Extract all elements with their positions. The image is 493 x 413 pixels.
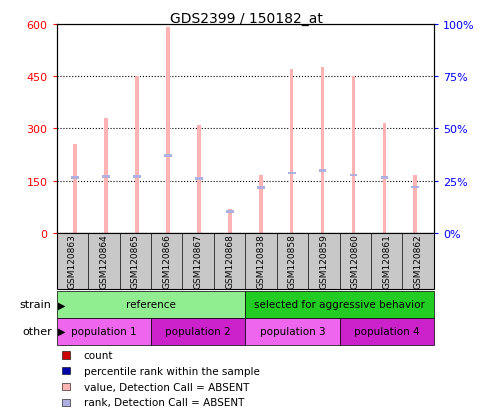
- Bar: [352, 77, 355, 233]
- Bar: [259, 176, 263, 233]
- Bar: [197, 126, 201, 233]
- Bar: [257, 187, 265, 190]
- Bar: [102, 176, 110, 178]
- Text: GSM120859: GSM120859: [319, 234, 328, 289]
- Text: value, Detection Call = ABSENT: value, Detection Call = ABSENT: [84, 382, 249, 392]
- Text: rank, Detection Call = ABSENT: rank, Detection Call = ABSENT: [84, 397, 244, 407]
- Text: population 3: population 3: [260, 326, 325, 337]
- Bar: [195, 177, 203, 180]
- Text: GDS2399 / 150182_at: GDS2399 / 150182_at: [170, 12, 323, 26]
- Bar: [412, 186, 419, 189]
- Text: population 4: population 4: [354, 326, 420, 337]
- Bar: [164, 154, 172, 157]
- Text: GSM120860: GSM120860: [351, 234, 360, 289]
- Bar: [381, 177, 388, 180]
- Bar: [166, 28, 170, 233]
- Bar: [71, 176, 79, 179]
- Text: reference: reference: [126, 299, 176, 310]
- Text: count: count: [84, 350, 113, 360]
- Bar: [290, 70, 293, 233]
- Bar: [105, 119, 108, 233]
- Bar: [133, 175, 141, 178]
- Text: GSM120862: GSM120862: [414, 234, 423, 289]
- Bar: [320, 68, 324, 233]
- Bar: [414, 176, 417, 233]
- Text: strain: strain: [20, 299, 52, 310]
- Text: population 2: population 2: [165, 326, 231, 337]
- Text: GSM120838: GSM120838: [256, 234, 266, 289]
- Bar: [318, 170, 326, 173]
- Text: GSM120858: GSM120858: [288, 234, 297, 289]
- Text: GSM120864: GSM120864: [99, 234, 108, 289]
- Text: GSM120867: GSM120867: [194, 234, 203, 289]
- Bar: [135, 77, 139, 233]
- Text: ▶: ▶: [58, 299, 66, 310]
- Bar: [73, 145, 77, 233]
- Bar: [228, 209, 232, 233]
- Text: selected for aggressive behavior: selected for aggressive behavior: [254, 299, 425, 310]
- Text: ▶: ▶: [58, 326, 66, 337]
- Text: population 1: population 1: [71, 326, 137, 337]
- Text: GSM120868: GSM120868: [225, 234, 234, 289]
- Bar: [383, 124, 386, 233]
- Text: GSM120866: GSM120866: [162, 234, 171, 289]
- Text: GSM120863: GSM120863: [68, 234, 77, 289]
- Text: percentile rank within the sample: percentile rank within the sample: [84, 366, 260, 376]
- Bar: [226, 210, 234, 213]
- Text: other: other: [22, 326, 52, 337]
- Text: GSM120861: GSM120861: [382, 234, 391, 289]
- Bar: [288, 172, 295, 175]
- Bar: [350, 174, 357, 177]
- Text: GSM120865: GSM120865: [131, 234, 140, 289]
